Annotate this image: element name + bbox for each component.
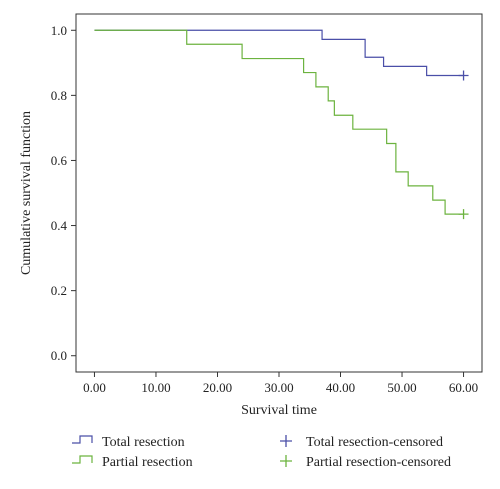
legend-label-1: Partial resection [102,455,193,470]
y-tick-label: 0.6 [51,153,68,168]
series-line-1 [94,29,464,215]
legend-censor-label-1: Partial resection-censored [306,455,451,470]
legend-swatch-0 [72,435,93,444]
legend-censor-swatch-1 [280,455,292,467]
series-line-0 [94,29,464,77]
plot-area: 0.00 10.00 20.00 30.00 40.00 50.00 60.00 0.0 0.2… [51,13,483,395]
y-axis-title: Cumulative survival function [19,111,34,275]
x-tick-label: 30.00 [264,380,293,395]
x-tick-label: 60.00 [449,380,478,395]
y-tick-label: 0.0 [51,348,67,363]
x-tick-label: 10.00 [141,380,170,395]
x-tick-label: 50.00 [387,380,416,395]
y-tick-label: 0.4 [51,218,68,233]
x-tick-label: 40.00 [326,380,355,395]
x-tick-label: 20.00 [203,380,232,395]
y-tick-label: 0.2 [51,283,67,298]
legend-censor-swatch-0 [280,435,292,447]
plot-frame [75,13,483,373]
legend-swatch-1 [72,455,93,464]
legend-label-0: Total resection [102,435,185,450]
y-tick-label: 1.0 [51,23,67,38]
x-axis-title: Survival time [241,403,317,418]
legend-censor-label-0: Total resection-censored [306,435,443,450]
y-tick-label: 0.8 [51,88,67,103]
censor-marker-0 [458,70,469,81]
censor-marker-1 [458,209,469,220]
x-tick-label: 0.00 [83,380,106,395]
legend: Total resection Total resection-censored P… [72,435,451,470]
